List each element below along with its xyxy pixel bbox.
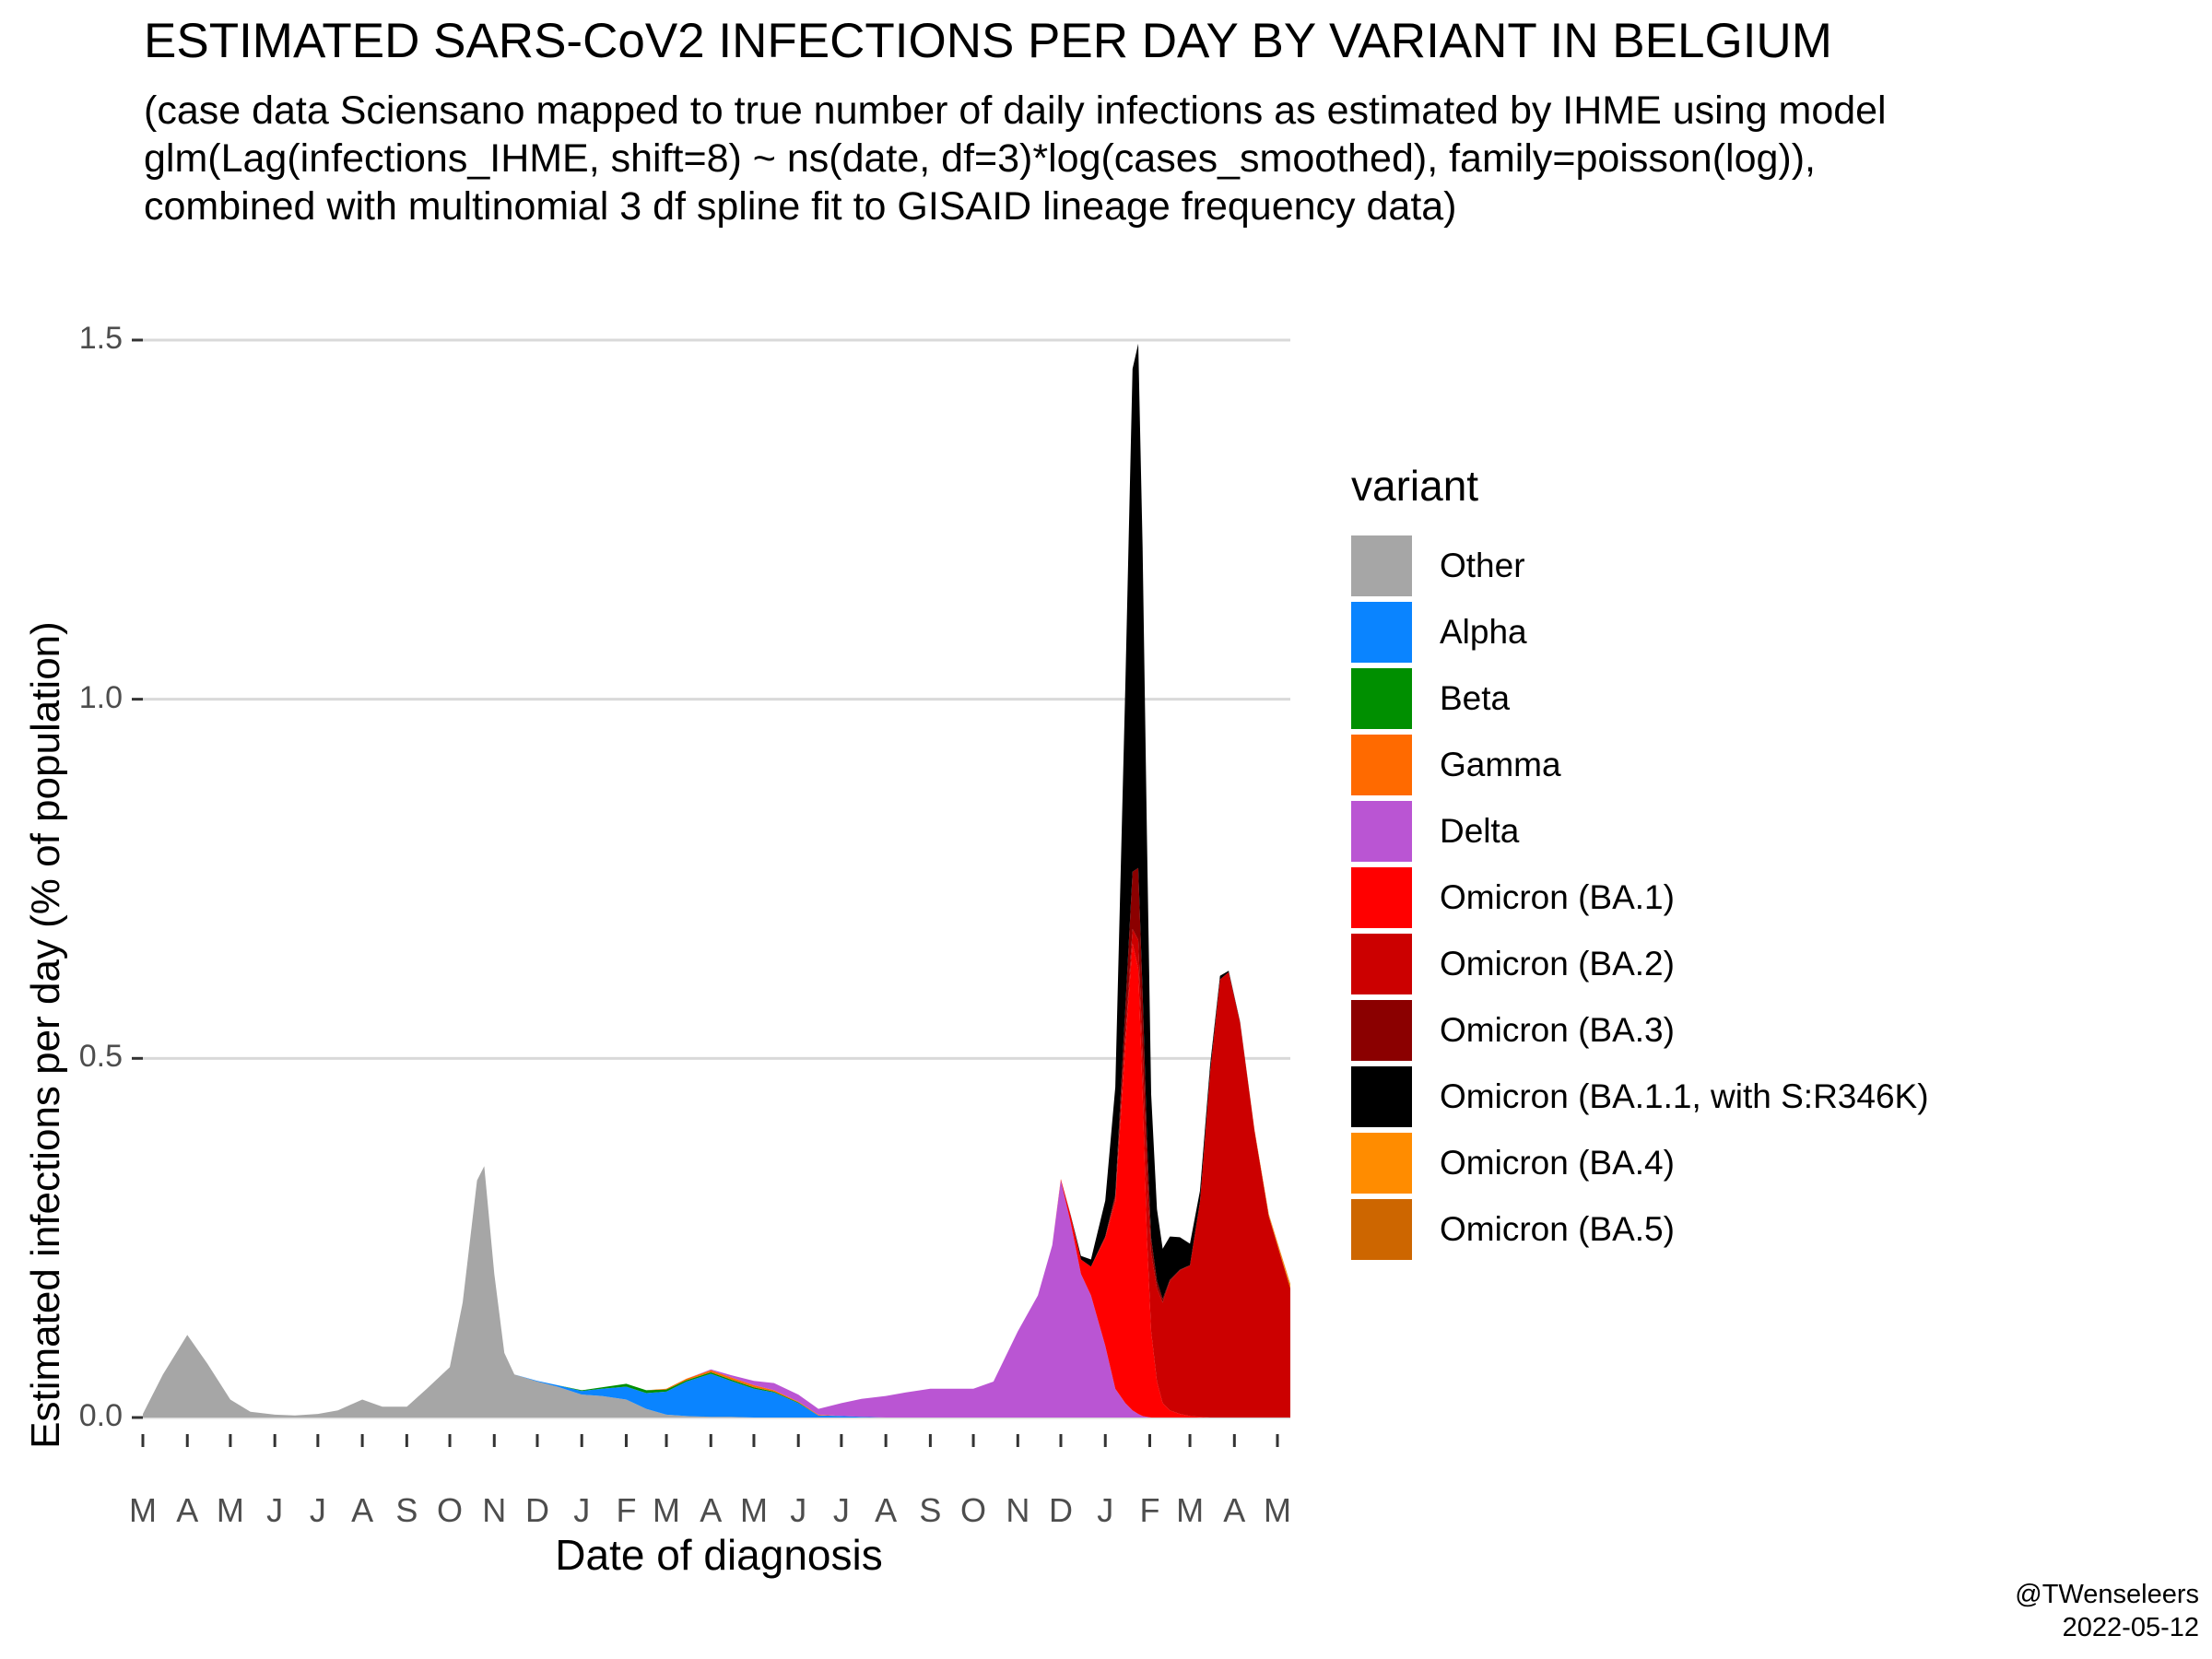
x-tick-label-3: J (266, 1491, 284, 1529)
x-tick-label-18: S (919, 1491, 942, 1529)
legend-item-1: Alpha (1351, 599, 1929, 665)
x-tick-label-7: O (437, 1491, 464, 1529)
area-series-omicron-ba-1 (143, 943, 1290, 1418)
legend-items: Other Alpha Beta Gamma Delta Omicron (BA.1) Om… (1351, 533, 1929, 1263)
legend-swatch (1351, 867, 1412, 928)
x-axis-title: Date of diagnosis (555, 1531, 883, 1579)
x-tick-label-17: A (875, 1491, 898, 1529)
legend-swatch (1351, 1199, 1412, 1260)
chart-title: ESTIMATED SARS-CoV2 INFECTIONS PER DAY B… (144, 14, 1832, 68)
legend-label: Omicron (BA.3) (1440, 1011, 1675, 1049)
legend-label: Omicron (BA.1) (1440, 878, 1675, 916)
x-tick-label-10: J (573, 1491, 591, 1529)
legend-label: Delta (1440, 812, 1520, 850)
legend-label: Alpha (1440, 613, 1527, 651)
legend-label: Omicron (BA.4) (1440, 1144, 1675, 1182)
x-tick-label-26: M (1263, 1491, 1291, 1529)
legend-swatch (1351, 602, 1412, 663)
legend-swatch (1351, 801, 1412, 862)
credit-date: 2022-05-12 (2062, 1613, 2199, 1642)
legend-item-5: Omicron (BA.1) (1351, 865, 1929, 931)
legend-swatch (1351, 668, 1412, 729)
tick-layer (132, 338, 1279, 1447)
legend-item-9: Omicron (BA.4) (1351, 1130, 1929, 1196)
x-tick-label-13: A (700, 1491, 723, 1529)
legend-item-2: Beta (1351, 665, 1929, 732)
y-tick-label-3: 1.5 (78, 320, 123, 356)
legend-label: Omicron (BA.1.1, with S:R346K) (1440, 1077, 1929, 1115)
legend-item-4: Delta (1351, 798, 1929, 865)
legend-item-0: Other (1351, 533, 1929, 599)
legend-label: Omicron (BA.2) (1440, 945, 1675, 982)
x-tick-label-21: D (1049, 1491, 1073, 1529)
legend-label: Beta (1440, 679, 1511, 717)
legend-label: Omicron (BA.5) (1440, 1210, 1675, 1248)
x-tick-label-0: M (129, 1491, 157, 1529)
x-tick-label-5: A (351, 1491, 374, 1529)
legend-swatch (1351, 1066, 1412, 1127)
legend-label: Other (1440, 547, 1525, 584)
x-tick-label-24: M (1176, 1491, 1205, 1529)
x-tick-label-6: S (395, 1491, 418, 1529)
x-tick-label-19: O (960, 1491, 987, 1529)
x-tick-label-15: J (790, 1491, 807, 1529)
x-tick-label-16: J (832, 1491, 850, 1529)
area-series-omicron-ba-2 (143, 929, 1290, 1418)
x-tick-label-12: M (653, 1491, 681, 1529)
x-tick-label-14: M (739, 1491, 768, 1529)
credit-author: @TWenseleers (2015, 1580, 2199, 1609)
x-tick-label-1: A (176, 1491, 199, 1529)
legend-swatch (1351, 934, 1412, 994)
area-series-delta (143, 1166, 1290, 1418)
legend-swatch (1351, 735, 1412, 795)
legend-item-7: Omicron (BA.3) (1351, 997, 1929, 1064)
legend-label: Gamma (1440, 746, 1561, 783)
x-tick-label-11: F (616, 1491, 637, 1529)
x-tick-label-8: N (482, 1491, 507, 1529)
x-tick-label-4: J (309, 1491, 326, 1529)
x-tick-label-25: A (1223, 1491, 1246, 1529)
credit: @TWenseleers 2022-05-12 (2015, 1578, 2199, 1644)
legend: variant Other Alpha Beta Gamma Delta Omicron … (1351, 461, 1929, 1263)
x-tick-label-2: M (216, 1491, 244, 1529)
legend-item-8: Omicron (BA.1.1, with S:R346K) (1351, 1064, 1929, 1130)
area-layer (143, 343, 1290, 1418)
y-tick-label-0: 0.0 (78, 1398, 123, 1433)
chart-subtitle-line-1: (case data Sciensano mapped to true numb… (144, 88, 1887, 133)
x-tick-label-23: F (1139, 1491, 1160, 1529)
legend-item-10: Omicron (BA.5) (1351, 1196, 1929, 1263)
legend-swatch (1351, 1133, 1412, 1194)
legend-item-6: Omicron (BA.2) (1351, 931, 1929, 997)
legend-swatch (1351, 535, 1412, 596)
legend-item-3: Gamma (1351, 732, 1929, 798)
chart-subtitle-line-3: combined with multinomial 3 df spline fi… (144, 184, 1457, 229)
y-tick-label-2: 1.0 (78, 679, 123, 715)
x-tick-label-20: N (1006, 1491, 1030, 1529)
chart-subtitle-line-2: glm(Lag(infections_IHME, shift=8) ~ ns(d… (144, 136, 1816, 181)
x-tick-label-22: J (1097, 1491, 1114, 1529)
y-tick-label-1: 0.5 (78, 1039, 123, 1075)
x-tick-label-9: D (524, 1491, 549, 1529)
y-axis-title: Estimated infections per day (% of popul… (23, 621, 68, 1449)
legend-swatch (1351, 1000, 1412, 1061)
legend-title: variant (1351, 462, 1479, 510)
